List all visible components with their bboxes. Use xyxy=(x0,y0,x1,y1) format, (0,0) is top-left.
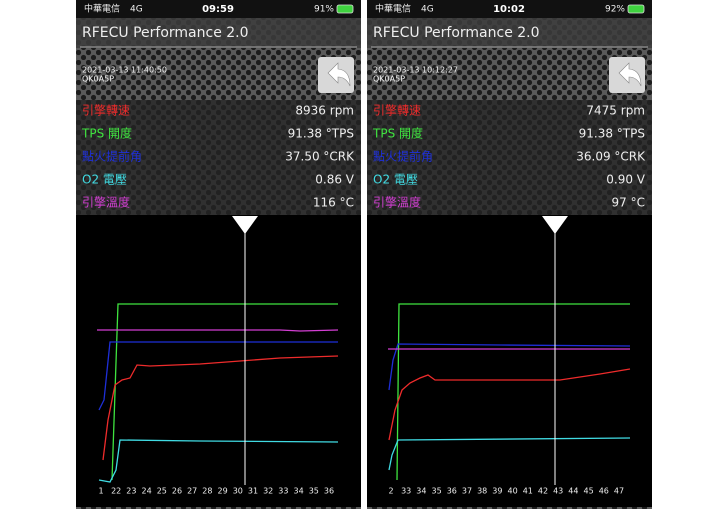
trace-line xyxy=(102,355,339,461)
reading-label: 引擎轉速 xyxy=(82,103,130,118)
x-axis-label: 46 xyxy=(599,487,609,496)
carrier: 中華電信 xyxy=(84,3,120,15)
reading-value: 37.50 °CRK xyxy=(285,150,355,164)
reading-label: TPS 開度 xyxy=(372,126,423,141)
x-axis-label: 23 xyxy=(126,487,136,496)
reading-label: TPS 開度 xyxy=(81,126,132,141)
reading-label: 引擎溫度 xyxy=(373,195,421,210)
x-axis-label: 25 xyxy=(157,487,167,496)
x-axis-label: 36 xyxy=(324,487,334,496)
reading-value: 97 °C xyxy=(612,196,645,210)
x-axis-label: 1 xyxy=(98,487,103,496)
battery-icon xyxy=(627,4,645,14)
time: 09:59 xyxy=(202,4,234,15)
x-axis-label: 33 xyxy=(401,487,411,496)
cursor-handle[interactable] xyxy=(232,216,258,234)
timestamp: 2021-03-13 10:12:27 xyxy=(373,66,458,75)
reading-value: 7475 rpm xyxy=(586,104,645,118)
trace-line xyxy=(97,329,339,332)
app-title: RFECU Performance 2.0 xyxy=(373,25,540,41)
x-axis-label: 47 xyxy=(614,487,624,496)
network: 4G xyxy=(421,5,434,15)
x-axis-label: 34 xyxy=(416,487,426,496)
x-axis-label: 40 xyxy=(508,487,518,496)
cursor-handle[interactable] xyxy=(542,216,568,234)
x-axis-label: 35 xyxy=(309,487,319,496)
battery-level: 91% xyxy=(314,5,334,15)
battery-icon xyxy=(336,4,354,14)
reading-label: 點火提前角 xyxy=(82,149,142,164)
back-arrow xyxy=(618,62,642,87)
reading-label: 引擎轉速 xyxy=(373,103,421,118)
x-axis-label: 24 xyxy=(142,487,152,496)
device-id: QK0A5P xyxy=(82,75,114,84)
timestamp: 2021-03-13 11:40:50 xyxy=(82,66,167,75)
reading-value: 36.09 °CRK xyxy=(576,150,646,164)
app-title: RFECU Performance 2.0 xyxy=(82,25,249,41)
x-axis-label: 34 xyxy=(294,487,304,496)
trace-line xyxy=(98,439,339,483)
trace-line xyxy=(396,303,630,481)
reading-value: 0.86 V xyxy=(315,173,355,187)
title-bar xyxy=(76,18,361,48)
trace-line xyxy=(388,343,631,391)
x-axis-label: 45 xyxy=(584,487,594,496)
battery-level: 92% xyxy=(605,5,625,15)
status-bar xyxy=(367,0,652,18)
x-axis-label: 28 xyxy=(202,487,212,496)
x-axis-label: 41 xyxy=(523,487,533,496)
x-axis-label: 38 xyxy=(477,487,487,496)
reading-label: 引擎溫度 xyxy=(82,195,130,210)
carrier: 中華電信 xyxy=(375,3,411,15)
x-axis-label: 2 xyxy=(388,487,393,496)
x-axis-label: 30 xyxy=(233,487,243,496)
back-button[interactable] xyxy=(318,57,354,93)
x-axis-label: 33 xyxy=(278,487,288,496)
back-arrow xyxy=(327,62,351,87)
x-axis-label: 26 xyxy=(172,487,182,496)
reading-value: 91.38 °TPS xyxy=(288,127,354,141)
readings-panel xyxy=(367,100,652,215)
reading-label: O2 電壓 xyxy=(373,173,418,187)
trace-line xyxy=(98,341,338,411)
chart-area xyxy=(367,215,652,507)
time: 10:02 xyxy=(493,4,525,15)
status-bar xyxy=(76,0,361,18)
readings-panel xyxy=(76,100,361,215)
reading-value: 91.38 °TPS xyxy=(579,127,645,141)
trace-line xyxy=(388,437,631,471)
reading-value: 8936 rpm xyxy=(295,104,354,118)
x-axis-label: 36 xyxy=(447,487,457,496)
phone-screen: 中華電信 4G 09:59 91% RFECU Performance 2.0 2021-… xyxy=(76,0,361,509)
phone-screen: 中華電信 4G 10:02 92% RFECU Performance 2.0 2021-… xyxy=(367,0,652,509)
reading-label: O2 電壓 xyxy=(82,173,127,187)
x-axis-label: 37 xyxy=(462,487,472,496)
reading-value: 116 °C xyxy=(313,196,354,210)
chart-area xyxy=(76,215,361,507)
trace-line xyxy=(111,303,338,481)
x-axis-label: 31 xyxy=(248,487,258,496)
trace-line xyxy=(388,368,631,441)
network: 4G xyxy=(130,5,143,15)
title-bar xyxy=(367,18,652,48)
x-axis-label: 29 xyxy=(218,487,228,496)
reading-value: 0.90 V xyxy=(606,173,646,187)
device-id: QK0A5P xyxy=(373,75,405,84)
x-axis-label: 42 xyxy=(538,487,548,496)
reading-label: 點火提前角 xyxy=(373,149,433,164)
x-axis-label: 43 xyxy=(553,487,563,496)
x-axis-label: 27 xyxy=(187,487,197,496)
x-axis-label: 32 xyxy=(263,487,273,496)
x-axis-label: 39 xyxy=(492,487,502,496)
x-axis-label: 22 xyxy=(111,487,121,496)
x-axis-label: 35 xyxy=(432,487,442,496)
x-axis-label: 44 xyxy=(568,487,578,496)
back-button[interactable] xyxy=(609,57,645,93)
